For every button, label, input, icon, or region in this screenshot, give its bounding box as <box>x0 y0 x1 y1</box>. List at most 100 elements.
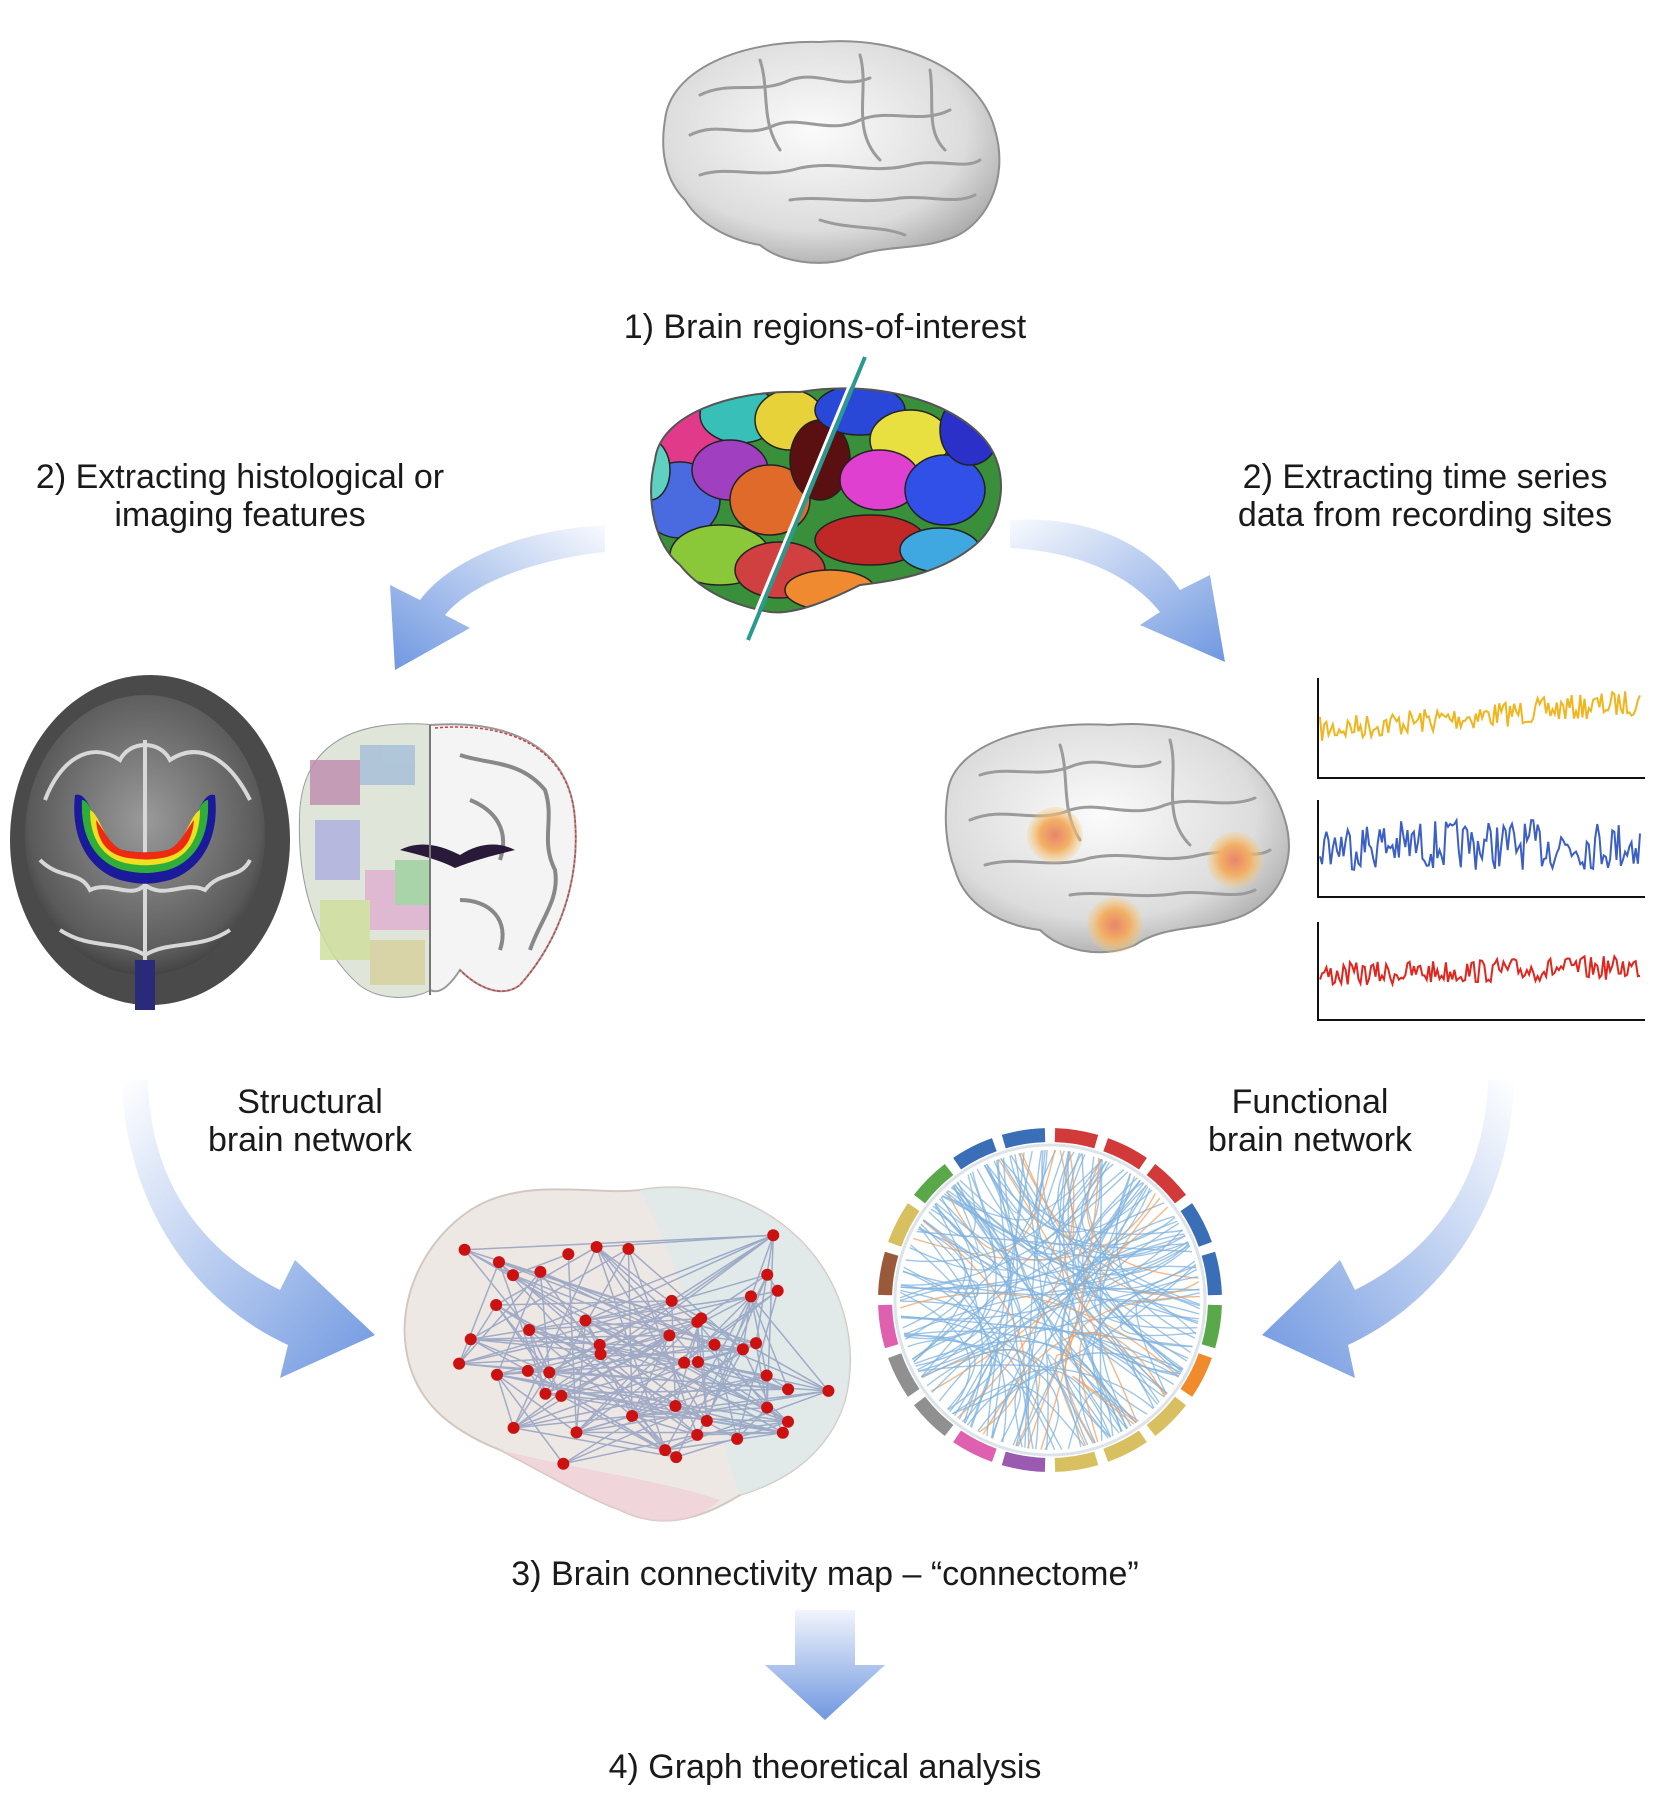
chord-edge <box>1080 1179 1148 1415</box>
network-edge <box>513 1415 633 1429</box>
network-edge <box>545 1234 774 1395</box>
network-edge <box>496 1374 564 1465</box>
chord-edge <box>911 1325 1182 1374</box>
time-series-top <box>1317 678 1645 779</box>
network-edge <box>700 1274 768 1320</box>
arrow-to-graph-analysis <box>765 1610 885 1720</box>
network-node <box>464 1333 477 1346</box>
chord-segment <box>913 1396 954 1437</box>
chord-segment <box>1146 1396 1187 1437</box>
chord-edge <box>917 1185 1149 1372</box>
network-edge <box>585 1295 752 1322</box>
network-node <box>521 1364 534 1377</box>
network-node <box>761 1268 774 1281</box>
chord-edge <box>934 1203 984 1424</box>
network-edge <box>470 1248 629 1340</box>
network-edge <box>498 1261 715 1346</box>
network-edge <box>665 1431 783 1451</box>
network-node <box>822 1384 835 1397</box>
network-node <box>761 1401 774 1414</box>
chord-edge <box>945 1191 1190 1276</box>
network-node <box>776 1426 789 1439</box>
structural-network-icon <box>403 1186 851 1522</box>
chord-edge <box>1116 1302 1199 1362</box>
recording-site <box>1027 807 1083 863</box>
arrow-structural-to-connectome <box>122 1080 375 1378</box>
network-edge <box>696 1321 768 1409</box>
chord-edge <box>905 1158 1103 1263</box>
chord-edge <box>983 1164 1123 1432</box>
chord-edge <box>1081 1153 1199 1323</box>
network-node <box>700 1414 713 1427</box>
trace-middle <box>1319 817 1641 872</box>
chord-segment <box>1180 1353 1212 1397</box>
chord-segment <box>878 1304 899 1349</box>
network-node <box>744 1290 757 1303</box>
network-node <box>534 1265 547 1278</box>
network-node <box>555 1389 568 1402</box>
network-node <box>458 1243 471 1256</box>
chord-edge <box>1099 1184 1147 1427</box>
chord-segment <box>878 1251 899 1296</box>
trace-top <box>1319 690 1641 741</box>
network-edge <box>669 1334 744 1350</box>
divider-line <box>746 356 867 641</box>
network-node <box>622 1242 635 1255</box>
brain-recording-sites-icon <box>944 723 1290 954</box>
network-node <box>492 1256 505 1269</box>
step2-left-label-line1: 2) Extracting histological or <box>35 458 445 496</box>
chord-segment <box>1201 1251 1222 1296</box>
structural-network-label-line1: Structural <box>237 1083 383 1121</box>
chord-edge <box>1009 1155 1184 1235</box>
chord-segment <box>953 1138 997 1170</box>
network-edge <box>496 1374 783 1434</box>
chord-edge <box>903 1332 1060 1450</box>
network-edge <box>548 1300 673 1374</box>
arrow-functional-to-connectome <box>1262 1080 1514 1378</box>
network-edge <box>512 1274 670 1337</box>
chord-edge <box>1027 1150 1046 1449</box>
network-node <box>491 1368 504 1381</box>
network-node <box>708 1338 721 1351</box>
arrow-to-functional <box>1010 519 1225 662</box>
chord-edge <box>910 1244 992 1423</box>
network-edge <box>512 1371 550 1429</box>
chord-edge <box>920 1169 1125 1378</box>
network-edge <box>596 1246 699 1363</box>
network-edge <box>670 1300 677 1406</box>
network-node <box>691 1356 704 1369</box>
chord-edge <box>904 1172 997 1340</box>
network-node <box>523 1323 536 1336</box>
functional-network-label-line2: brain network <box>1207 1121 1413 1159</box>
chord-edge <box>990 1288 1200 1439</box>
chord-edge <box>900 1291 971 1412</box>
network-edge <box>512 1253 569 1276</box>
chord-segment <box>1054 1128 1099 1149</box>
network-edge <box>498 1261 677 1458</box>
network-edge <box>575 1334 670 1433</box>
network-node <box>626 1409 639 1422</box>
network-edge <box>549 1371 784 1434</box>
network-node <box>659 1444 672 1457</box>
network-edge <box>496 1374 515 1429</box>
network-edge <box>750 1296 789 1390</box>
network-node <box>782 1415 795 1428</box>
chord-segment <box>888 1203 920 1247</box>
network-node <box>665 1294 678 1307</box>
network-node <box>750 1337 763 1350</box>
recording-site <box>1207 832 1263 888</box>
trace-bottom <box>1319 953 1641 988</box>
chord-segment <box>1001 1128 1046 1149</box>
network-node <box>771 1284 784 1297</box>
network-node <box>590 1240 603 1253</box>
network-edge <box>561 1361 685 1397</box>
network-edge <box>495 1304 562 1397</box>
network-edge <box>683 1290 779 1364</box>
chord-segment <box>953 1430 997 1462</box>
chord-edge <box>916 1230 1193 1253</box>
functional-chord-diagram-icon <box>878 1128 1222 1472</box>
chord-edge <box>904 1330 1128 1430</box>
chord-edge <box>1067 1220 1178 1434</box>
network-edge <box>470 1338 550 1374</box>
network-node <box>579 1314 592 1327</box>
